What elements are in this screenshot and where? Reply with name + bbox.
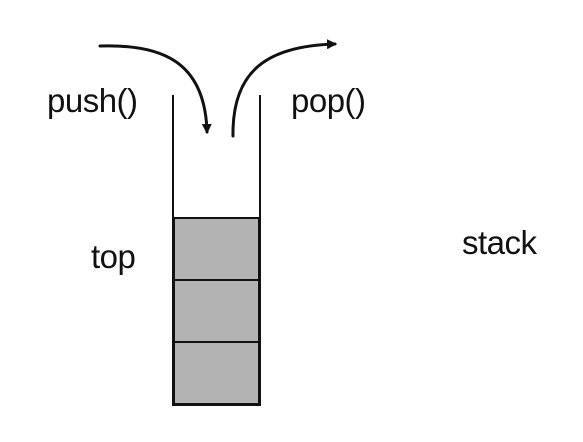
stack-elements: [173, 217, 260, 405]
stack-element-bottom: [173, 341, 260, 405]
stack-label: stack: [462, 224, 537, 261]
pop-arrow: [231, 39, 337, 138]
push-label: push(): [47, 82, 138, 119]
stack-element-top: [173, 217, 260, 281]
pop-label: pop(): [291, 82, 366, 119]
top-label: top: [91, 238, 136, 275]
stack-element-middle: [173, 279, 260, 343]
push-arrow: [98, 44, 212, 134]
